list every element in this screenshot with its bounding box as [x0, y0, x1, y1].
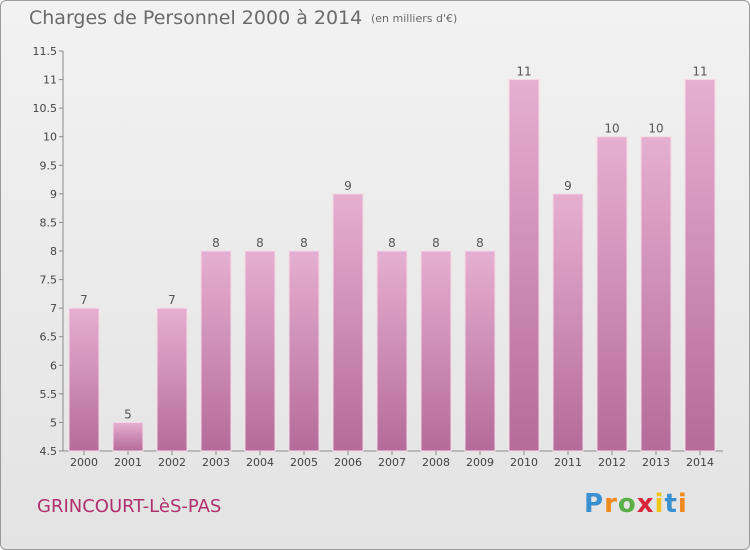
bar [332, 193, 364, 452]
y-tick-label: 9 [50, 188, 57, 201]
bar [596, 136, 628, 452]
x-tick-label: 2002 [158, 456, 186, 469]
x-tick-label: 2012 [598, 456, 626, 469]
x-tick-label: 2004 [246, 456, 274, 469]
x-tick-label: 2005 [290, 456, 318, 469]
bar [68, 307, 100, 452]
x-tick-label: 2000 [70, 456, 98, 469]
x-tick-label: 2006 [334, 456, 362, 469]
y-tick-label: 7.5 [40, 274, 58, 287]
bar [156, 307, 188, 452]
commune-name: GRINCOURT-LèS-PAS [37, 496, 222, 517]
logo-letter: x [636, 489, 655, 519]
bar-value-label: 11 [692, 65, 707, 79]
y-tick-label: 6.5 [40, 331, 58, 344]
bar [684, 79, 716, 452]
x-tick-label: 2007 [378, 456, 406, 469]
logo-letter: P [584, 489, 605, 519]
x-tick-label: 2001 [114, 456, 142, 469]
y-tick-label: 6 [50, 359, 57, 372]
bar-value-label: 8 [256, 236, 264, 250]
x-tick-label: 2014 [686, 456, 714, 469]
y-tick-label: 11 [43, 74, 57, 87]
bar-value-label: 5 [124, 407, 132, 421]
bar [288, 250, 320, 452]
bar [420, 250, 452, 452]
unit-note: (en milliers d'€) [371, 12, 458, 25]
x-tick-label: 2010 [510, 456, 538, 469]
logo-letter: i [677, 489, 688, 519]
chart-title: Charges de Personnel 2000 à 2014 [29, 7, 363, 29]
y-tick-label: 5.5 [40, 388, 58, 401]
bar-value-label: 11 [516, 65, 531, 79]
logo-letter: t [664, 489, 678, 519]
y-tick-label: 4.5 [40, 445, 58, 458]
bar [112, 421, 144, 452]
bar [640, 136, 672, 452]
bar-value-label: 8 [476, 236, 484, 250]
y-tick-label: 5 [50, 416, 57, 429]
x-tick-label: 2003 [202, 456, 230, 469]
bar [464, 250, 496, 452]
bar-value-label: 10 [604, 122, 619, 136]
y-tick-label: 11.5 [33, 45, 58, 58]
bar-value-label: 8 [300, 236, 308, 250]
bar [244, 250, 276, 452]
y-tick-label: 7 [50, 302, 57, 315]
x-tick-label: 2011 [554, 456, 582, 469]
bar-value-label: 10 [648, 122, 663, 136]
bar-value-label: 8 [388, 236, 396, 250]
y-tick-label: 9.5 [40, 159, 58, 172]
bar-value-label: 7 [168, 293, 176, 307]
x-tick-label: 2008 [422, 456, 450, 469]
bar [376, 250, 408, 452]
proxiti-logo: Proxiti [584, 489, 688, 519]
bar-value-label: 8 [212, 236, 220, 250]
bar-value-label: 9 [564, 179, 572, 193]
x-tick-label: 2013 [642, 456, 670, 469]
bar [508, 79, 540, 452]
logo-letter: i [654, 489, 665, 519]
y-tick-label: 10.5 [33, 102, 58, 115]
y-tick-label: 8 [50, 245, 57, 258]
x-tick-label: 2009 [466, 456, 494, 469]
bar [552, 193, 584, 452]
bar-value-label: 9 [344, 179, 352, 193]
bar-value-label: 8 [432, 236, 440, 250]
y-tick-label: 8.5 [40, 216, 58, 229]
y-tick-label: 10 [43, 131, 57, 144]
bar [200, 250, 232, 452]
logo-letter: r [604, 489, 618, 519]
bar-value-label: 7 [80, 293, 88, 307]
logo-letter: o [617, 489, 637, 519]
